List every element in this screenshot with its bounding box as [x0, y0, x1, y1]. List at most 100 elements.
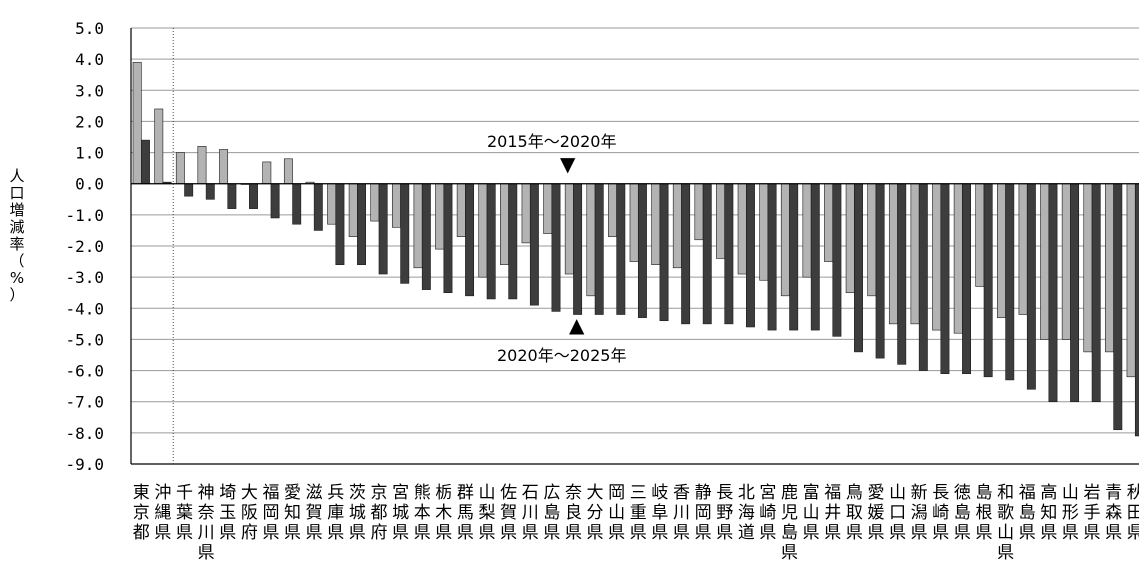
bar-2015-2020	[629, 183, 639, 262]
x-tick-label: 石川県	[522, 483, 539, 543]
y-axis-label-char: 口	[9, 184, 25, 202]
bar-2020-2025	[637, 183, 647, 318]
bar-2020-2025	[184, 183, 194, 197]
bar-2020-2025	[465, 183, 475, 297]
annotation-arrow-up-icon: ▲	[569, 313, 585, 337]
bar-2015-2020	[651, 183, 661, 265]
x-tick-label: 静岡県	[695, 483, 712, 543]
bar-2015-2020	[413, 183, 423, 269]
y-tick-label: 5.0	[75, 19, 104, 38]
x-tick-label: 山形県	[1062, 483, 1079, 543]
x-tick-label: 三重県	[630, 483, 647, 543]
bar-2015-2020	[1083, 183, 1093, 353]
bar-2015-2020	[521, 183, 531, 244]
bar-2020-2025	[270, 183, 280, 219]
bar-2020-2025	[443, 183, 453, 294]
x-tick-label: 和歌山県	[997, 483, 1014, 563]
x-tick-label: 山口県	[889, 483, 906, 543]
bar-2015-2020	[219, 149, 229, 185]
annotation-text: 2015年～2020年	[487, 132, 617, 151]
bar-2020-2025	[1026, 183, 1036, 390]
y-tick-label: -5.0	[65, 330, 104, 349]
bar-2020-2025	[810, 183, 820, 331]
annotation-arrow-down-icon: ▼	[560, 152, 576, 176]
bar-2020-2025	[854, 183, 863, 353]
bar-2015-2020	[1061, 183, 1071, 340]
bar-2020-2025	[940, 183, 950, 374]
x-tick-label: 山梨県	[479, 483, 496, 543]
x-tick-label: 滋賀県	[306, 483, 323, 543]
bar-2020-2025	[313, 183, 323, 231]
x-tick-label: 兵庫県	[327, 483, 344, 543]
y-axis-label-char: 率	[9, 235, 25, 253]
bar-2015-2020	[327, 183, 337, 225]
y-tick-label: 3.0	[75, 81, 104, 100]
bars	[132, 61, 1139, 437]
y-axis-label-char: %	[9, 269, 25, 287]
bar-2020-2025	[486, 183, 496, 300]
x-tick-label: 徳島県	[954, 483, 971, 543]
x-tick-label: 長野県	[716, 483, 733, 543]
bar-2020-2025	[249, 183, 258, 209]
bar-2015-2020	[262, 161, 272, 185]
bar-2015-2020	[608, 183, 617, 237]
bar-2015-2020	[132, 61, 142, 185]
bar-2020-2025	[421, 183, 431, 290]
bar-2020-2025	[573, 183, 583, 315]
y-tick-label: 2.0	[75, 112, 104, 131]
bar-2015-2020	[672, 183, 682, 269]
x-tick-label: 神奈川県	[198, 483, 215, 563]
y-tick-label: -8.0	[65, 424, 104, 443]
bar-2015-2020	[845, 183, 855, 294]
y-axis-ticks: 5.0 4.0 3.0 2.0 1.0 0.0 -1.0 -2.0 -3.0 -4.0 -5.0 -6…	[65, 19, 104, 474]
bar-2020-2025	[962, 183, 971, 374]
y-tick-label: -4.0	[65, 299, 104, 318]
annotation-2015-2020: 2015年～2020年	[487, 128, 616, 152]
bar-2020-2025	[875, 183, 885, 359]
bar-2020-2025	[724, 183, 734, 325]
x-tick-label: 福岡県	[262, 483, 279, 543]
bar-2015-2020	[802, 183, 812, 278]
bar-2020-2025	[1134, 183, 1139, 437]
y-tick-label: -3.0	[65, 268, 104, 287]
bar-2015-2020	[348, 183, 358, 237]
bar-2015-2020	[1126, 183, 1136, 378]
annotation-2020-2025: 2020年～2025年	[497, 342, 626, 366]
bar-2015-2020	[1018, 183, 1028, 315]
x-tick-label: 高知県	[1040, 483, 1057, 543]
x-tick-label: 鳥取県	[846, 483, 863, 543]
bar-2020-2025	[767, 183, 777, 331]
bar-2020-2025	[335, 183, 345, 265]
x-tick-label: 熊本県	[414, 483, 431, 543]
x-tick-label: 群馬県	[457, 483, 474, 543]
bar-2015-2020	[932, 183, 942, 331]
bar-2020-2025	[659, 183, 669, 322]
x-tick-label: 沖縄県	[154, 483, 171, 543]
bar-2020-2025	[983, 183, 993, 378]
bar-2020-2025	[681, 183, 691, 325]
bar-2015-2020	[780, 183, 790, 297]
x-tick-label: 福島県	[1019, 483, 1036, 543]
bar-2015-2020	[478, 183, 488, 278]
x-tick-label: 愛媛県	[867, 483, 884, 543]
bar-2020-2025	[529, 183, 539, 306]
y-tick-label: 4.0	[75, 50, 104, 69]
bar-2020-2025	[378, 183, 388, 275]
bar-2015-2020	[197, 146, 207, 185]
bar-2020-2025	[897, 183, 907, 365]
y-axis-label-char: 増	[9, 201, 25, 219]
bar-2015-2020	[500, 183, 509, 265]
bar-2015-2020	[888, 183, 898, 325]
x-tick-label: 秋田県	[1127, 483, 1139, 543]
y-axis-label-char: ）	[9, 286, 25, 304]
bar-2020-2025	[400, 183, 410, 284]
bar-2015-2020	[283, 158, 293, 185]
y-tick-label: -1.0	[65, 206, 104, 225]
bar-2020-2025	[746, 183, 755, 328]
x-tick-label: 東京都	[133, 483, 150, 543]
bar-2020-2025	[508, 183, 518, 300]
x-tick-label: 岐阜県	[651, 483, 668, 543]
bar-2015-2020	[456, 183, 466, 237]
bar-2015-2020	[391, 183, 401, 228]
x-tick-label: 鹿児島県	[781, 483, 798, 563]
